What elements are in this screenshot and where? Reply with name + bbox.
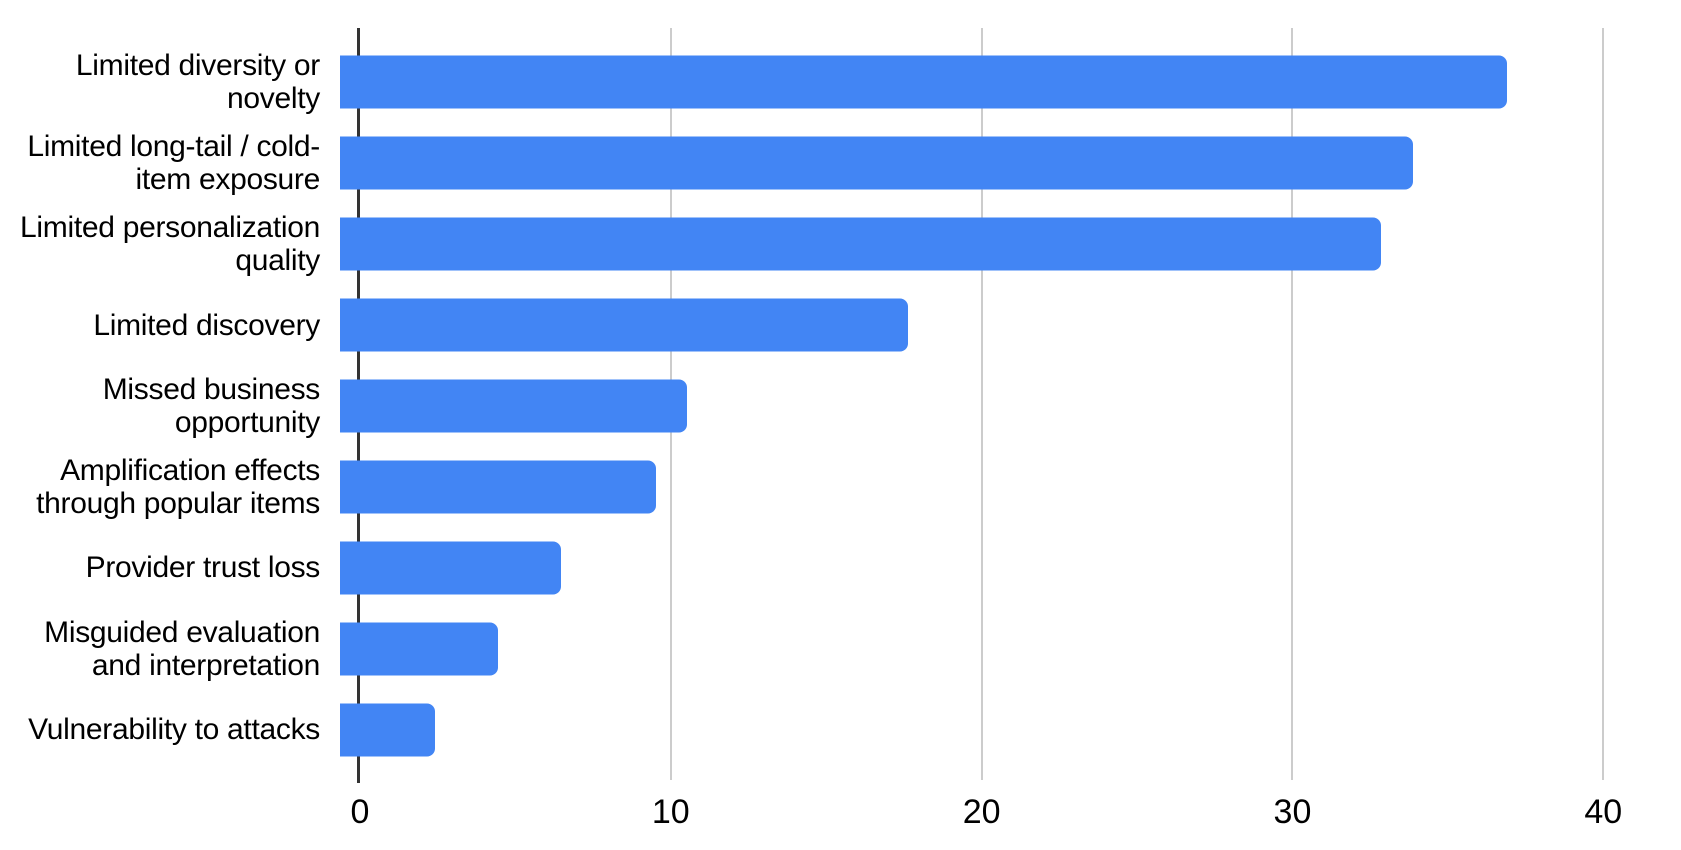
bar [340,541,561,595]
category-label: Limited personalization quality [20,211,320,278]
bar-track [340,123,1681,204]
bar-row: Limited long-tail / cold- item exposure [0,123,1681,204]
category-label: Vulnerability to attacks [28,713,320,747]
bar-track [340,689,1681,770]
category-label: Amplification effects through popular it… [36,453,320,520]
bar [340,55,1508,109]
bar [340,703,435,757]
gridline [1291,28,1294,780]
bar [340,217,1382,271]
bar-track [340,204,1681,285]
bar-rows: Limited diversity or novelty Limited long… [0,42,1681,770]
category-label: Provider trust loss [85,551,321,585]
bar [340,298,908,352]
bar [340,622,498,676]
bar-track [340,527,1681,608]
category-label: Limited discovery [93,308,320,342]
bar-row: Limited diversity or novelty [0,42,1681,123]
category-label: Limited diversity or novelty [75,49,320,116]
bar-row: Misguided evaluation and interpretation [0,608,1681,689]
x-tick-label: 10 [651,793,690,831]
bar [340,379,688,433]
x-tick-label: 0 [350,793,370,831]
x-tick-label: 40 [1584,793,1623,831]
category-label: Limited long-tail / cold- item exposure [27,130,320,197]
x-tick-label: 30 [1273,793,1312,831]
bar-row: Amplification effects through popular it… [0,446,1681,527]
bar-track [340,366,1681,447]
bar-track [340,42,1681,123]
gridline [980,28,983,780]
category-label: Missed business opportunity [102,373,321,439]
bar-row: Limited personalization quality [0,204,1681,285]
gridline [1602,28,1605,780]
bar-track [340,446,1681,527]
category-label: Misguided evaluation and interpretation [44,615,320,682]
bar-track [340,608,1681,689]
bar [340,136,1413,190]
x-tick-label: 20 [962,793,1001,831]
bar-row: Limited discovery [0,285,1681,366]
bar-row: Missed business opportunity [0,366,1681,447]
bar-row: Provider trust loss [0,527,1681,608]
plot-area: Limited diversity or novelty Limited long… [0,28,1681,783]
bar-track [340,285,1681,366]
bar [340,460,656,514]
bar-row: Vulnerability to attacks [0,689,1681,770]
x-axis-tick-labels: 0 10 20 30 40 [351,792,1681,836]
